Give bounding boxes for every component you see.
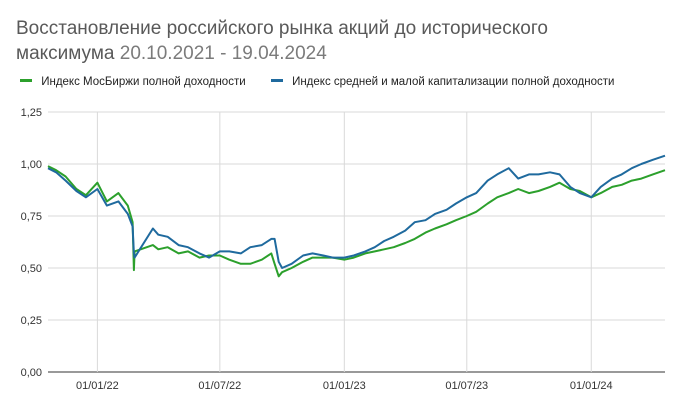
y-tick-label: 0,75 (21, 211, 42, 223)
chart-title: Восстановление российского рынка акций д… (16, 16, 676, 66)
series-line-moex (47, 165, 666, 278)
x-tick-label: 01/07/23 (445, 380, 488, 392)
y-tick-label: 0,25 (21, 315, 42, 327)
chart-title-prefix: максимума (16, 43, 115, 64)
legend-label-moex: Индекс МосБиржи полной доходности (41, 76, 246, 88)
chart-title-line1: Восстановление российского рынка акций д… (16, 18, 548, 39)
legend-swatch-smid (270, 79, 283, 83)
x-tick-label: 01/01/23 (323, 380, 366, 392)
chart-title-dates: 20.10.2021 - 19.04.2024 (119, 43, 327, 64)
y-tick-label: 0,50 (21, 263, 42, 275)
legend-swatch-moex (20, 79, 32, 83)
legend-label-smid: Индекс средней и малой капитализации пол… (292, 76, 615, 88)
x-tick-label: 01/07/22 (198, 380, 241, 392)
legend-item-smid: Индекс средней и малой капитализации пол… (270, 76, 615, 88)
legend-item-moex: Индекс МосБиржи полной доходности (20, 76, 246, 88)
x-tick-label: 01/01/22 (76, 380, 119, 392)
legend: Индекс МосБиржи полной доходности Индекс… (20, 76, 636, 88)
y-tick-label: 0,00 (21, 367, 42, 379)
series-line-smid (47, 154, 666, 269)
y-tick-label: 1,00 (21, 159, 42, 171)
x-tick-label: 01/01/24 (570, 380, 613, 392)
y-tick-label: 1,25 (21, 107, 42, 119)
